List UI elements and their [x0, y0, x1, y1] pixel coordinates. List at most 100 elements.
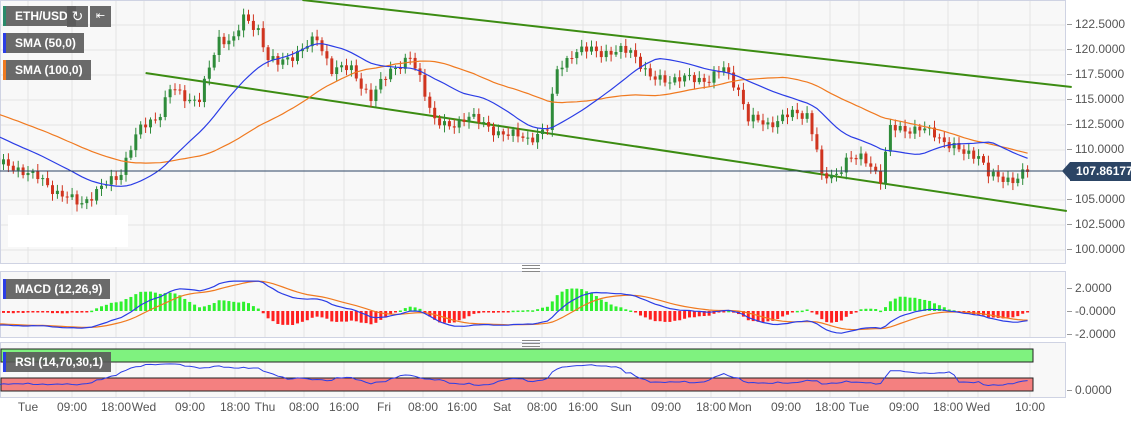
macd-legend[interactable]: MACD (12,26,9) [3, 279, 111, 299]
macd-histogram-bar [315, 311, 319, 317]
macd-histogram-bar [467, 311, 471, 317]
candle-body [776, 121, 780, 128]
macd-histogram-bar [438, 311, 442, 323]
macd-histogram-bar [991, 311, 995, 318]
rsi-line [0, 363, 1028, 387]
sma100-legend[interactable]: SMA (100,0) [3, 60, 91, 80]
price-axis-label: 120.0000 [1066, 42, 1126, 56]
macd-histogram-bar [75, 311, 79, 313]
time-axis-label: Fri [377, 400, 391, 414]
candle-body [335, 67, 339, 74]
macd-histogram-bar [776, 311, 780, 320]
candle-body [457, 119, 461, 128]
candle-body [937, 137, 941, 139]
macd-histogram-bar [271, 311, 275, 322]
macd-histogram-bar [727, 310, 731, 313]
macd-histogram-bar [320, 311, 324, 318]
candle-body [472, 113, 476, 117]
candle-body [986, 162, 990, 177]
macd-histogram-bar [41, 311, 45, 313]
candle-body [286, 57, 290, 60]
price-axis-label: 122.5000 [1066, 17, 1126, 31]
candle-body [296, 51, 299, 61]
candle-body [291, 57, 295, 61]
macd-histogram-bar [893, 298, 897, 311]
macd-histogram-bar [153, 292, 157, 311]
macd-histogram-bar [109, 302, 113, 311]
macd-histogram-bar [129, 296, 133, 311]
sma100-line [0, 60, 1028, 164]
macd-histogram-bar [2, 311, 5, 313]
candle-body [433, 107, 437, 119]
candle-body [193, 99, 197, 101]
macd-histogram-bar [207, 304, 211, 311]
symbol-legend[interactable]: ETH/USD [3, 6, 76, 26]
candle-body [521, 136, 525, 138]
candle-body [1011, 177, 1015, 184]
candle-body [46, 178, 50, 186]
candle-body [918, 126, 922, 131]
candle-body [962, 149, 966, 154]
candle-body [256, 28, 260, 30]
macd-histogram-bar [560, 291, 564, 311]
macd-histogram-bar [683, 311, 687, 319]
candle-body [982, 156, 985, 163]
price-axis-label: 112.5000 [1066, 117, 1125, 131]
chart-settings-icon[interactable]: ⇤ [90, 6, 111, 27]
candle-body [707, 81, 711, 83]
price-axis-label: 105.0000 [1066, 192, 1126, 206]
macd-histogram-bar [629, 310, 633, 313]
rsi-legend[interactable]: RSI (14,70,30,1) [3, 352, 112, 372]
candle-body [237, 30, 241, 37]
macd-histogram-bar [55, 311, 59, 314]
macd-histogram-bar [51, 311, 54, 314]
pane-resize-handle[interactable] [522, 340, 540, 347]
candle-body [345, 65, 348, 71]
candle-body [830, 174, 834, 179]
macd-histogram-bar [394, 311, 397, 313]
macd-histogram-bar [173, 293, 177, 311]
time-axis-label: Wed [131, 400, 157, 414]
macd-histogram-bar [462, 311, 466, 319]
sma50-legend[interactable]: SMA (50,0) [3, 33, 84, 53]
candle-body [536, 134, 540, 143]
price-axis-label: 102.5000 [1066, 217, 1126, 231]
upper-trendline [302, 0, 1072, 88]
macd-histogram-bar [158, 293, 162, 311]
time-axis-label: 18:00 [695, 400, 727, 414]
macd-histogram-bar [712, 311, 716, 314]
candle-body [487, 122, 491, 127]
candle-body [820, 149, 824, 174]
candle-body [648, 68, 652, 77]
candle-body [599, 51, 603, 58]
macd-histogram-bar [232, 301, 236, 311]
macd-histogram-bar [413, 307, 417, 311]
candle-body [634, 50, 638, 57]
candle-body [100, 185, 103, 190]
candle-body [585, 46, 589, 52]
candle-body [839, 172, 843, 174]
candle-body [212, 54, 216, 68]
candle-body [506, 134, 510, 136]
candle-body [879, 170, 883, 184]
macd-histogram-bar [212, 303, 216, 311]
candle-body [683, 75, 687, 82]
candle-body [1021, 169, 1025, 179]
macd-histogram-bar [937, 305, 941, 311]
macd-histogram-bar [599, 299, 603, 311]
macd-histogram-bar [565, 289, 569, 311]
macd-histogram-bar [722, 311, 726, 313]
macd-histogram-bar [820, 311, 824, 320]
macd-histogram-bar [570, 288, 574, 311]
macd-histogram-bar [227, 301, 231, 311]
candle-body [202, 78, 206, 103]
pane-resize-handle[interactable] [522, 265, 540, 272]
refresh-icon[interactable]: ↻ [67, 6, 88, 27]
candle-body [952, 143, 956, 149]
macd-histogram-bar [198, 307, 201, 311]
candle-body [737, 87, 740, 90]
candle-body [90, 199, 94, 201]
macd-histogram-bar [222, 300, 226, 311]
candle-body [276, 56, 280, 65]
